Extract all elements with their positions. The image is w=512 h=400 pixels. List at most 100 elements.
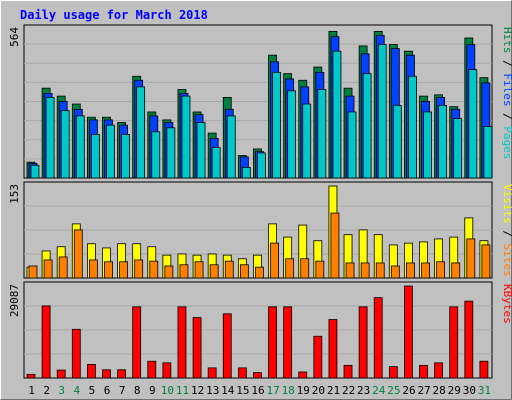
visits-bar-sites xyxy=(390,265,400,279)
day-label: 11 xyxy=(176,384,189,397)
hits-bar-pages xyxy=(438,104,448,179)
visits-bar-sites xyxy=(436,261,446,279)
kbytes-bar-kbytes xyxy=(388,366,398,379)
visits-bar-sites xyxy=(58,256,68,279)
kbytes-bar-kbytes xyxy=(343,364,353,379)
kbytes-bar-kbytes xyxy=(26,373,36,379)
hits-bar-pages xyxy=(257,152,266,179)
visits-bar-sites xyxy=(406,262,415,279)
kbytes-bar-kbytes xyxy=(479,360,489,379)
legend-files: Files xyxy=(501,73,512,106)
day-label: 10 xyxy=(161,384,174,397)
day-label: 25 xyxy=(387,384,400,397)
hits-bar-pages xyxy=(166,127,176,179)
hits-ymax-label: 564 xyxy=(8,27,21,47)
kbytes-bar-kbytes xyxy=(132,306,142,379)
day-label: 17 xyxy=(266,384,279,397)
hits-bar-pages xyxy=(151,131,161,179)
legend-visits: Visits xyxy=(501,184,512,224)
visits-bar-sites xyxy=(194,261,204,279)
visits-bar-sites xyxy=(300,258,310,279)
kbytes-bar-kbytes xyxy=(102,369,111,379)
day-label: 26 xyxy=(402,384,415,397)
visits-ymax-label: 153 xyxy=(8,184,21,204)
day-label: 3 xyxy=(58,384,65,397)
day-label: 16 xyxy=(251,384,264,397)
kbytes-bar-kbytes xyxy=(283,306,293,379)
visits-bar-sites xyxy=(255,266,264,279)
visits-bar-sites xyxy=(481,244,491,279)
kbytes-bar-kbytes xyxy=(449,306,459,379)
day-label: 30 xyxy=(463,384,476,397)
day-label: 18 xyxy=(282,384,295,397)
kbytes-bar-kbytes xyxy=(207,367,217,379)
visits-bar-sites xyxy=(73,229,83,279)
kbytes-legend: KBytes xyxy=(501,284,512,324)
visits-bar-sites xyxy=(224,260,234,279)
visits-bar-sites xyxy=(330,212,340,279)
hits-bar-pages xyxy=(45,97,55,179)
day-label: 9 xyxy=(149,384,156,397)
hits-bar-pages xyxy=(90,134,100,179)
visits-bar-sites xyxy=(28,265,38,279)
visits-bar-sites xyxy=(285,258,295,279)
day-label: 27 xyxy=(417,384,430,397)
hits-bar-pages xyxy=(377,44,387,179)
hits-bar-pages xyxy=(302,103,312,179)
day-label: 6 xyxy=(104,384,111,397)
hits-legend: Hits / Files / Pages xyxy=(501,27,512,160)
kbytes-bar-kbytes xyxy=(298,371,308,379)
day-label: 28 xyxy=(433,384,446,397)
hits-bar-pages xyxy=(317,89,327,179)
visits-legend: Visits / Sites xyxy=(501,184,512,277)
day-label: 23 xyxy=(357,384,370,397)
visits-bar-sites xyxy=(315,260,325,279)
visits-bar-sites xyxy=(466,238,476,279)
legend-pages: Pages xyxy=(501,126,512,159)
hits-bar-pages xyxy=(106,124,115,179)
day-label: 24 xyxy=(372,384,386,397)
hits-bar-pages xyxy=(60,110,70,179)
kbytes-bar-kbytes xyxy=(464,300,474,379)
day-label: 7 xyxy=(119,384,126,397)
kbytes-bar-kbytes xyxy=(222,313,232,379)
hits-bar-pages xyxy=(196,122,206,179)
visits-bar-sites xyxy=(119,261,128,279)
visits-bar-sites xyxy=(209,264,219,279)
kbytes-bar-kbytes xyxy=(434,362,444,379)
hits-bar-pages xyxy=(75,115,85,179)
legend-kbytes: KBytes xyxy=(501,284,512,324)
hits-bar-pages xyxy=(408,75,417,179)
kbytes-bar-kbytes xyxy=(162,362,172,379)
kbytes-bar-kbytes xyxy=(117,369,126,379)
hits-bar-pages xyxy=(423,111,432,179)
visits-bar-sites xyxy=(270,242,279,279)
kbytes-bar-kbytes xyxy=(268,306,277,379)
visits-bar-sites xyxy=(43,259,53,279)
kbytes-bar-kbytes xyxy=(147,360,157,379)
day-label: 1 xyxy=(28,384,35,397)
visits-bar-sites xyxy=(360,262,370,279)
kbytes-bar-kbytes xyxy=(419,364,428,379)
kbytes-bar-kbytes xyxy=(328,319,338,379)
kbytes-bar-kbytes xyxy=(237,367,247,379)
visits-bar-sites xyxy=(179,264,189,279)
kbytes-bar-kbytes xyxy=(192,317,202,379)
legend-separator: / xyxy=(501,224,512,244)
kbytes-bar-kbytes xyxy=(313,335,323,379)
hits-bar-pages xyxy=(181,95,191,179)
day-label: 5 xyxy=(89,384,96,397)
hits-bar-pages xyxy=(468,69,478,179)
legend-separator: / xyxy=(501,107,512,127)
hits-bar-pages xyxy=(347,111,357,179)
kbytes-bar-kbytes xyxy=(404,285,413,379)
visits-bar-sites xyxy=(345,262,355,279)
day-label: 12 xyxy=(191,384,204,397)
kbytes-bar-kbytes xyxy=(358,306,368,379)
visits-bar-sites xyxy=(164,265,174,279)
day-label: 2 xyxy=(43,384,50,397)
kbytes-bar-kbytes xyxy=(71,328,81,379)
kbytes-bar-kbytes xyxy=(56,369,66,379)
visits-bar-sites xyxy=(134,259,144,279)
